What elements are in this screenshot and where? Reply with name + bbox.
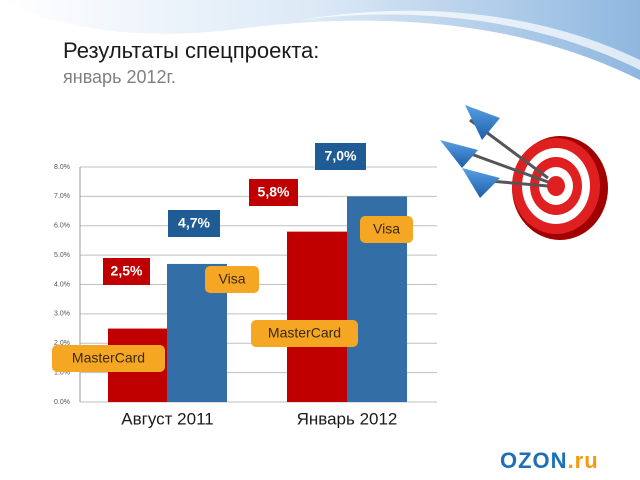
y-tick-label: 1.0%: [54, 369, 70, 376]
logo: OZON.ru: [500, 448, 599, 473]
subtitle: январь 2012г.: [63, 67, 176, 87]
y-tick-label: 6.0%: [54, 223, 70, 230]
x-tick-label: Январь 2012: [297, 409, 398, 428]
series-name-box: [52, 345, 165, 372]
value-label: 5,8%: [258, 184, 290, 200]
value-label: 2,5%: [111, 263, 143, 279]
series-name-box: [205, 266, 259, 293]
series-name: MasterCard: [72, 350, 145, 366]
series-name: Visa: [373, 221, 400, 237]
x-tick-label: Август 2011: [121, 409, 213, 428]
y-tick-label: 7.0%: [54, 193, 70, 200]
swoosh-highlight: [300, 10, 640, 70]
chart: 0.0% 1.0% 2.0% 3.0% 4.0% 5.0% 6.0% 7.0% 8.0% Авгу…: [52, 143, 437, 428]
bar: [287, 231, 347, 402]
logo-suffix: .ru: [568, 448, 599, 473]
value-label: 4,7%: [178, 215, 210, 231]
series-name: MasterCard: [268, 325, 341, 341]
value-label-box: [249, 179, 298, 206]
y-tick-label: 0.0%: [54, 399, 70, 406]
series-name: Visa: [219, 271, 246, 287]
y-tick-label: 2.0%: [54, 340, 70, 347]
y-tick-label: 3.0%: [54, 311, 70, 318]
series-name-box: [251, 320, 358, 347]
dartboard: [440, 105, 608, 240]
y-tick-label: 4.0%: [54, 281, 70, 288]
value-label-box: [103, 258, 150, 285]
value-label-box: [168, 210, 220, 237]
value-label-box: [315, 143, 366, 170]
title: Результаты спецпроекта:: [63, 38, 319, 63]
series-name-box: [360, 216, 413, 243]
logo-main: OZON: [500, 448, 568, 473]
y-tick-label: 5.0%: [54, 252, 70, 259]
y-tick-label: 8.0%: [54, 164, 70, 171]
value-label: 7,0%: [325, 148, 357, 164]
